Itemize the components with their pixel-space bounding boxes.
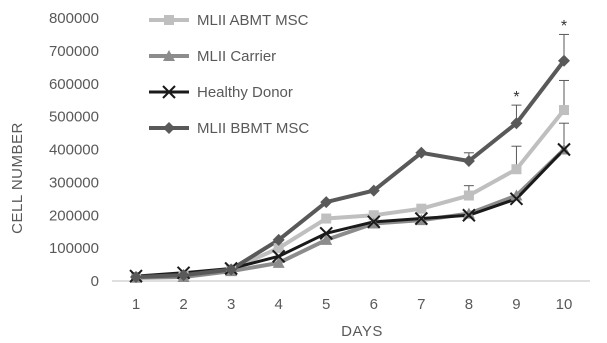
series-line-2 — [135, 148, 566, 278]
legend-entry: MLII BBMT MSC — [197, 120, 309, 137]
legend: MLII ABMT MSC MLII Carrier Healthy Donor ML… — [149, 12, 309, 137]
marker-stroke — [509, 192, 524, 206]
legend-marker — [163, 122, 175, 134]
data-point — [558, 54, 570, 67]
data-point — [462, 207, 475, 219]
marker-stroke — [557, 142, 571, 157]
data-point — [272, 233, 285, 246]
data-point — [414, 211, 429, 226]
series-line-3 — [135, 59, 566, 280]
data-point — [177, 269, 190, 282]
series-lines — [135, 59, 566, 280]
marker-stroke — [367, 215, 381, 229]
legend-entry: Healthy Donor — [197, 84, 293, 101]
series-line-1 — [135, 148, 566, 280]
legend-marker — [164, 15, 174, 25]
y-tick-label: 800000 — [49, 10, 99, 27]
x-tick-label: 6 — [370, 296, 378, 313]
data-point — [321, 213, 332, 224]
data-point — [320, 233, 333, 245]
y-tick-label: 300000 — [49, 174, 99, 191]
significance-annotation: * — [561, 18, 567, 35]
y-tick-label: 400000 — [49, 142, 99, 159]
y-tick-label: 500000 — [49, 109, 99, 126]
marker-stroke — [462, 208, 476, 222]
data-point — [463, 190, 474, 201]
data-point — [271, 249, 286, 264]
data-point — [416, 203, 427, 214]
legend-entry: MLII ABMT MSC — [197, 12, 309, 29]
y-tick-label: 0 — [91, 273, 99, 290]
y-tick-label: 600000 — [49, 76, 99, 93]
data-point — [273, 243, 284, 254]
data-point — [462, 208, 476, 222]
data-point — [559, 105, 569, 116]
x-tick-label: 5 — [322, 296, 330, 313]
y-tick-label: 100000 — [49, 240, 99, 257]
x-tick-label: 8 — [465, 296, 473, 313]
x-tick-label: 9 — [512, 296, 520, 313]
significance-annotation: * — [513, 89, 519, 106]
x-tick-label: 7 — [417, 296, 425, 313]
data-point — [367, 184, 380, 197]
data-point — [557, 142, 571, 157]
data-point — [511, 164, 522, 175]
x-tick-label: 3 — [227, 296, 235, 313]
marker-stroke — [271, 249, 286, 264]
annotations: ** — [513, 18, 567, 106]
data-point — [462, 155, 475, 168]
data-point — [320, 196, 333, 209]
data-point — [415, 146, 428, 159]
series-markers — [129, 54, 571, 284]
marker-stroke — [162, 85, 176, 99]
x-tick-label: 2 — [179, 296, 187, 313]
marker-stroke — [414, 211, 429, 226]
x-tick-label: 1 — [132, 296, 140, 313]
legend-marker — [162, 85, 176, 99]
data-point — [225, 263, 238, 276]
data-point — [319, 226, 333, 241]
legend-entry: MLII Carrier — [197, 48, 276, 65]
y-tick-label: 200000 — [49, 207, 99, 224]
y-tick-label: 700000 — [49, 43, 99, 60]
x-axis-title: DAYS — [341, 323, 383, 340]
data-point — [367, 215, 381, 229]
x-tick-label: 10 — [556, 296, 573, 313]
marker-stroke — [319, 226, 333, 241]
data-point — [272, 256, 285, 268]
data-point — [510, 189, 523, 201]
legend-marker — [163, 50, 175, 61]
y-axis-title: CELL NUMBER — [9, 122, 26, 234]
data-point — [368, 210, 379, 221]
data-point — [130, 271, 142, 284]
x-tick-label: 4 — [274, 296, 282, 313]
data-point — [509, 192, 524, 206]
data-point — [510, 117, 523, 130]
tick-labels: 0 100000 200000 300000 400000 500000 600000 700… — [49, 10, 572, 313]
